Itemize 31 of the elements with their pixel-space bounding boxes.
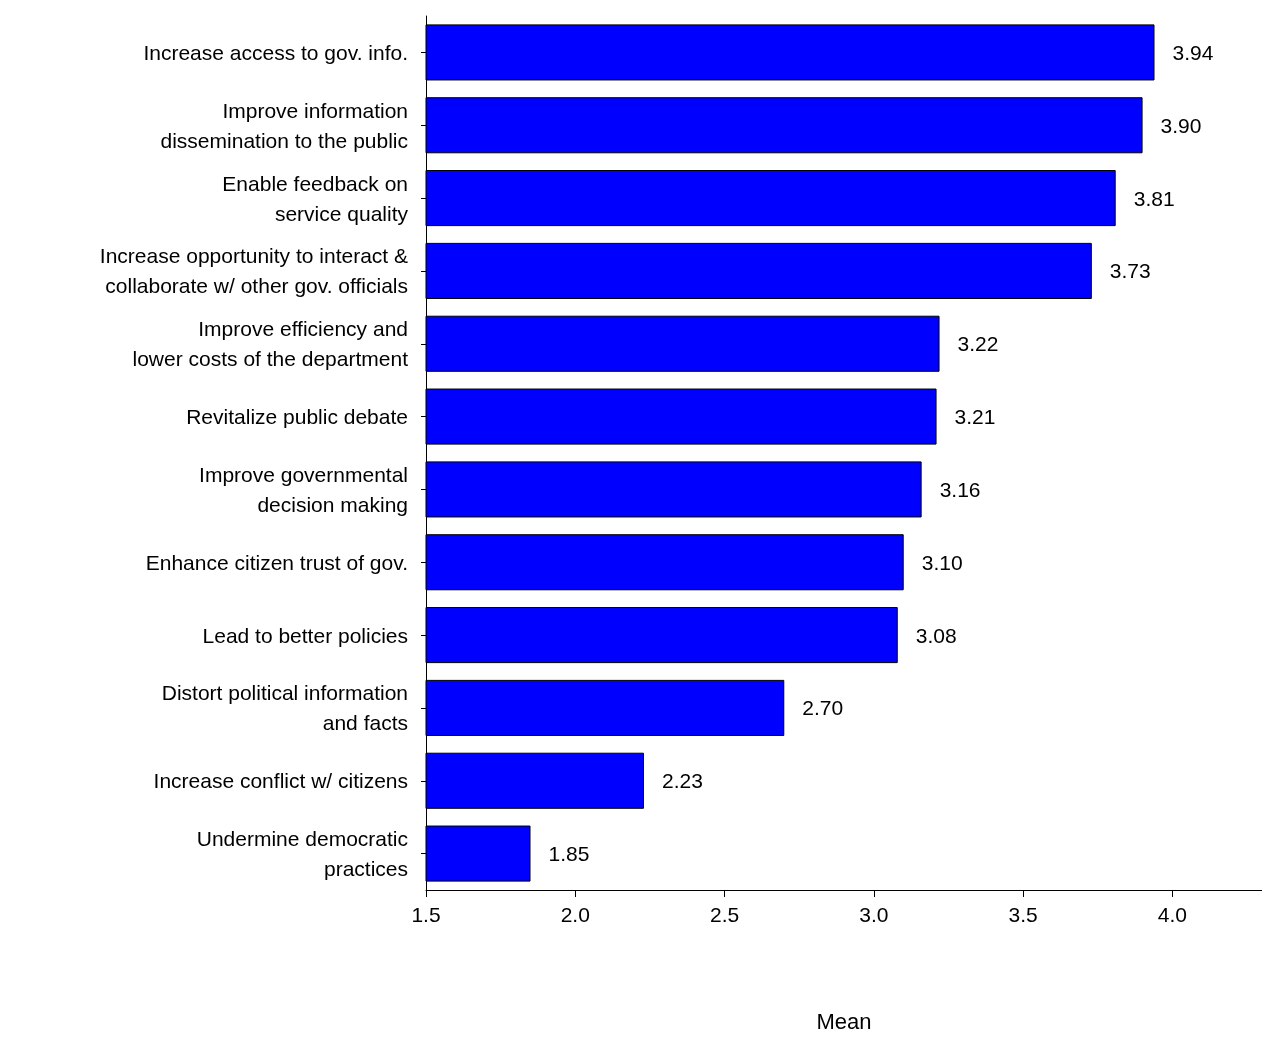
data-label: 3.21 xyxy=(954,405,996,429)
x-tick-label: 3.5 xyxy=(1008,903,1038,926)
data-label: 3.73 xyxy=(1109,259,1151,283)
data-label: 2.70 xyxy=(802,696,844,720)
x-tick-label: 2.0 xyxy=(560,903,590,926)
data-label: 3.22 xyxy=(957,332,999,356)
data-label: 3.94 xyxy=(1172,40,1214,64)
y-tick-label: Enhance citizen trust of gov. xyxy=(145,550,408,574)
y-tick-label: Revitalize public debate xyxy=(186,405,408,429)
data-label: 2.23 xyxy=(661,769,703,793)
y-tick-label: Increase access to gov. info. xyxy=(143,40,408,64)
y-tick-label: Undermine democratic practices xyxy=(196,827,408,881)
data-label: 3.81 xyxy=(1133,186,1175,210)
y-tick-label: Increase opportunity to interact & collaborate w/ other gov. officials xyxy=(99,244,408,298)
data-label: 3.16 xyxy=(939,477,981,501)
y-tick-label: Improve information dissemination to the public xyxy=(160,98,408,152)
data-label: 3.90 xyxy=(1160,113,1202,137)
x-tick-label: 2.5 xyxy=(709,903,740,926)
y-tick-label: Improve efficiency and lower costs of the department xyxy=(132,317,409,371)
x-axis-title: Mean xyxy=(816,1008,872,1034)
x-tick-label: 3.0 xyxy=(859,903,889,926)
y-tick-label: Enable feedback on service quality xyxy=(222,171,409,225)
data-label: 3.08 xyxy=(915,623,957,647)
x-tick-label: 4.0 xyxy=(1157,903,1188,926)
y-tick-label: Improve governmental decision making xyxy=(199,462,408,516)
y-tick-label: Lead to better policies xyxy=(202,623,408,647)
y-tick-label: Increase conflict w/ citizens xyxy=(153,769,408,793)
y-tick-label: Distort political information and facts xyxy=(161,681,408,735)
x-tick-label: 1.5 xyxy=(411,903,441,926)
data-label: 3.10 xyxy=(921,550,963,574)
data-label: 1.85 xyxy=(548,842,590,866)
